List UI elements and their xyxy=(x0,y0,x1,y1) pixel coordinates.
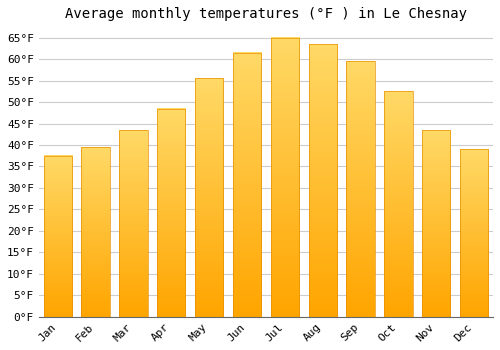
Bar xyxy=(82,147,110,317)
Title: Average monthly temperatures (°F ) in Le Chesnay: Average monthly temperatures (°F ) in Le… xyxy=(65,7,467,21)
Bar xyxy=(308,44,337,317)
Bar xyxy=(346,61,375,317)
Bar xyxy=(44,156,72,317)
Bar xyxy=(119,130,148,317)
Bar xyxy=(195,78,224,317)
Bar xyxy=(270,38,299,317)
Bar xyxy=(460,149,488,317)
Bar xyxy=(384,91,412,317)
Bar xyxy=(233,53,261,317)
Bar xyxy=(157,108,186,317)
Bar xyxy=(422,130,450,317)
